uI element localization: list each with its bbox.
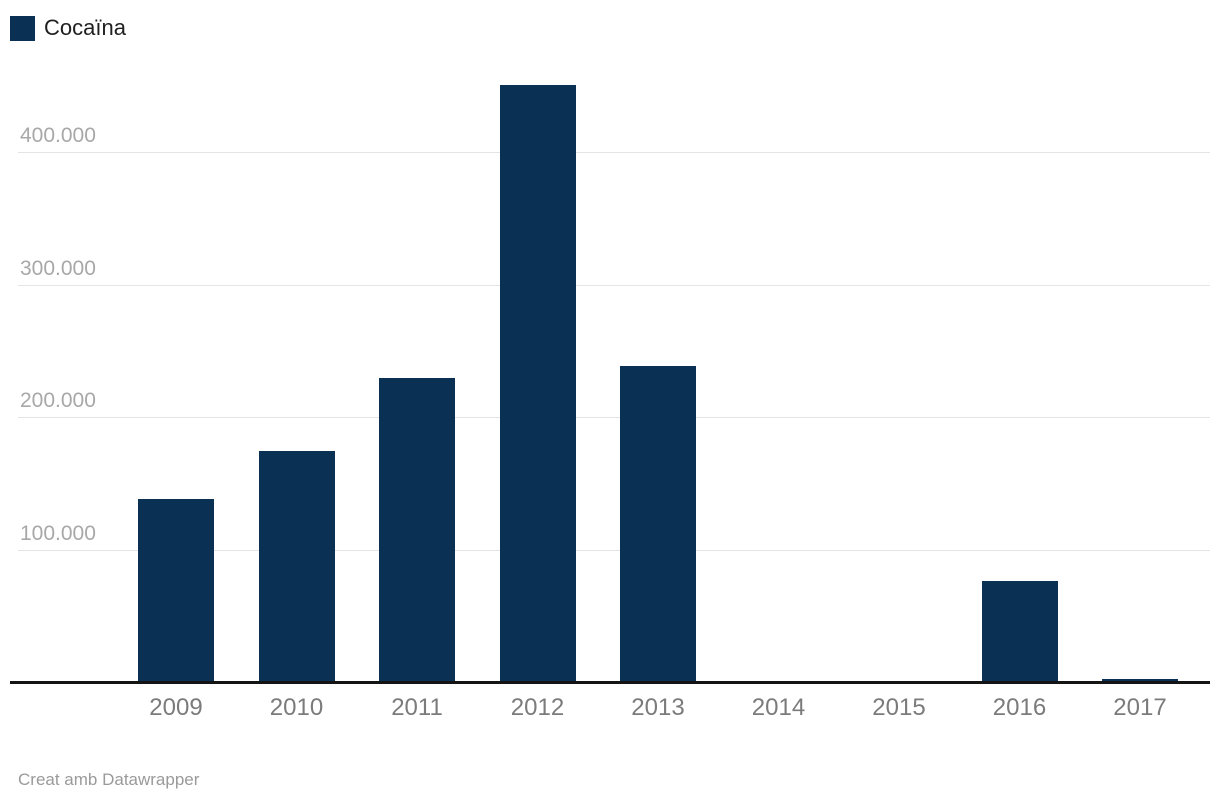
legend-swatch-cocaina bbox=[10, 15, 35, 41]
y-tick-label-100000: 100.000 bbox=[20, 521, 96, 545]
gridline-400000 bbox=[18, 152, 1210, 153]
datawrapper-attribution[interactable]: Creat amb Datawrapper bbox=[18, 770, 200, 789]
bar-2013[interactable] bbox=[620, 366, 696, 683]
y-tick-label-200000: 200.000 bbox=[20, 389, 96, 412]
legend: Cocaïna bbox=[10, 15, 126, 41]
bar-2011[interactable] bbox=[379, 378, 455, 683]
bar-2010[interactable] bbox=[258, 451, 335, 683]
y-tick-label-300000: 300.000 bbox=[20, 256, 96, 280]
x-tick-label-2017: 2017 bbox=[1113, 694, 1167, 721]
x-tick-label-2012: 2012 bbox=[510, 694, 565, 721]
gridline-200000 bbox=[18, 417, 1210, 418]
x-axis-line bbox=[10, 681, 1210, 684]
legend-label-cocaina: Cocaïna bbox=[44, 15, 126, 40]
bar-2009[interactable] bbox=[138, 499, 214, 683]
x-tick-label-2015: 2015 bbox=[872, 694, 926, 721]
bar-2012[interactable] bbox=[499, 85, 576, 683]
x-tick-label-2014: 2014 bbox=[751, 694, 806, 721]
x-tick-label-2013: 2013 bbox=[631, 694, 685, 721]
gridline-300000 bbox=[18, 284, 1210, 286]
x-tick-label-2011: 2011 bbox=[391, 694, 443, 721]
gridline-100000 bbox=[18, 549, 1210, 551]
x-tick-label-2016: 2016 bbox=[992, 694, 1047, 721]
x-tick-label-2009: 2009 bbox=[149, 694, 203, 721]
x-tick-label-2010: 2010 bbox=[269, 694, 324, 721]
y-tick-label-400000: 400.000 bbox=[20, 124, 96, 147]
bar-2016[interactable] bbox=[981, 581, 1058, 683]
plot-area: 100.000 200.000 300.000 400.000 bbox=[18, 40, 1210, 683]
